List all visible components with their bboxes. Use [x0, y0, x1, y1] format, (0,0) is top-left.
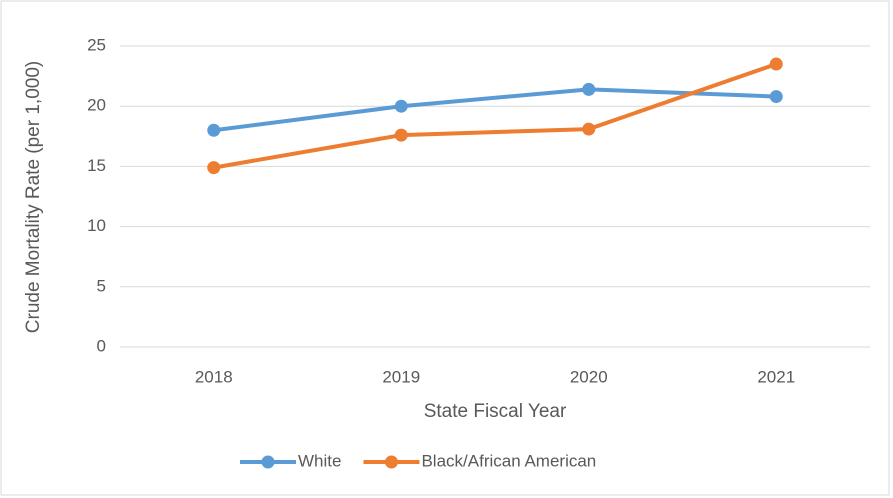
- data-point: [207, 123, 221, 137]
- data-point: [394, 99, 408, 113]
- x-tick-label: 2018: [195, 367, 233, 386]
- legend-marker: [384, 455, 398, 469]
- y-tick-label: 5: [97, 276, 106, 295]
- legend-label: Black/African American: [421, 451, 596, 470]
- data-point: [394, 128, 408, 142]
- x-tick-label: 2020: [570, 367, 608, 386]
- data-point: [769, 90, 783, 104]
- y-tick-label: 20: [87, 96, 106, 115]
- y-tick-label: 25: [87, 35, 106, 54]
- legend-marker: [261, 455, 275, 469]
- series-line: [213, 87, 777, 133]
- series-line: [213, 62, 777, 170]
- legend-label: White: [298, 451, 341, 470]
- data-point: [769, 57, 783, 71]
- y-tick-label: 10: [87, 216, 106, 235]
- y-tick-label: 15: [87, 156, 106, 175]
- x-tick-label: 2021: [757, 367, 795, 386]
- data-point: [582, 82, 596, 96]
- x-tick-label: 2019: [382, 367, 420, 386]
- y-axis-title: Crude Mortality Rate (per 1,000): [23, 61, 44, 333]
- data-point: [207, 161, 221, 175]
- y-tick-label: 0: [97, 336, 106, 355]
- x-axis-title: State Fiscal Year: [424, 401, 567, 422]
- data-point: [582, 122, 596, 136]
